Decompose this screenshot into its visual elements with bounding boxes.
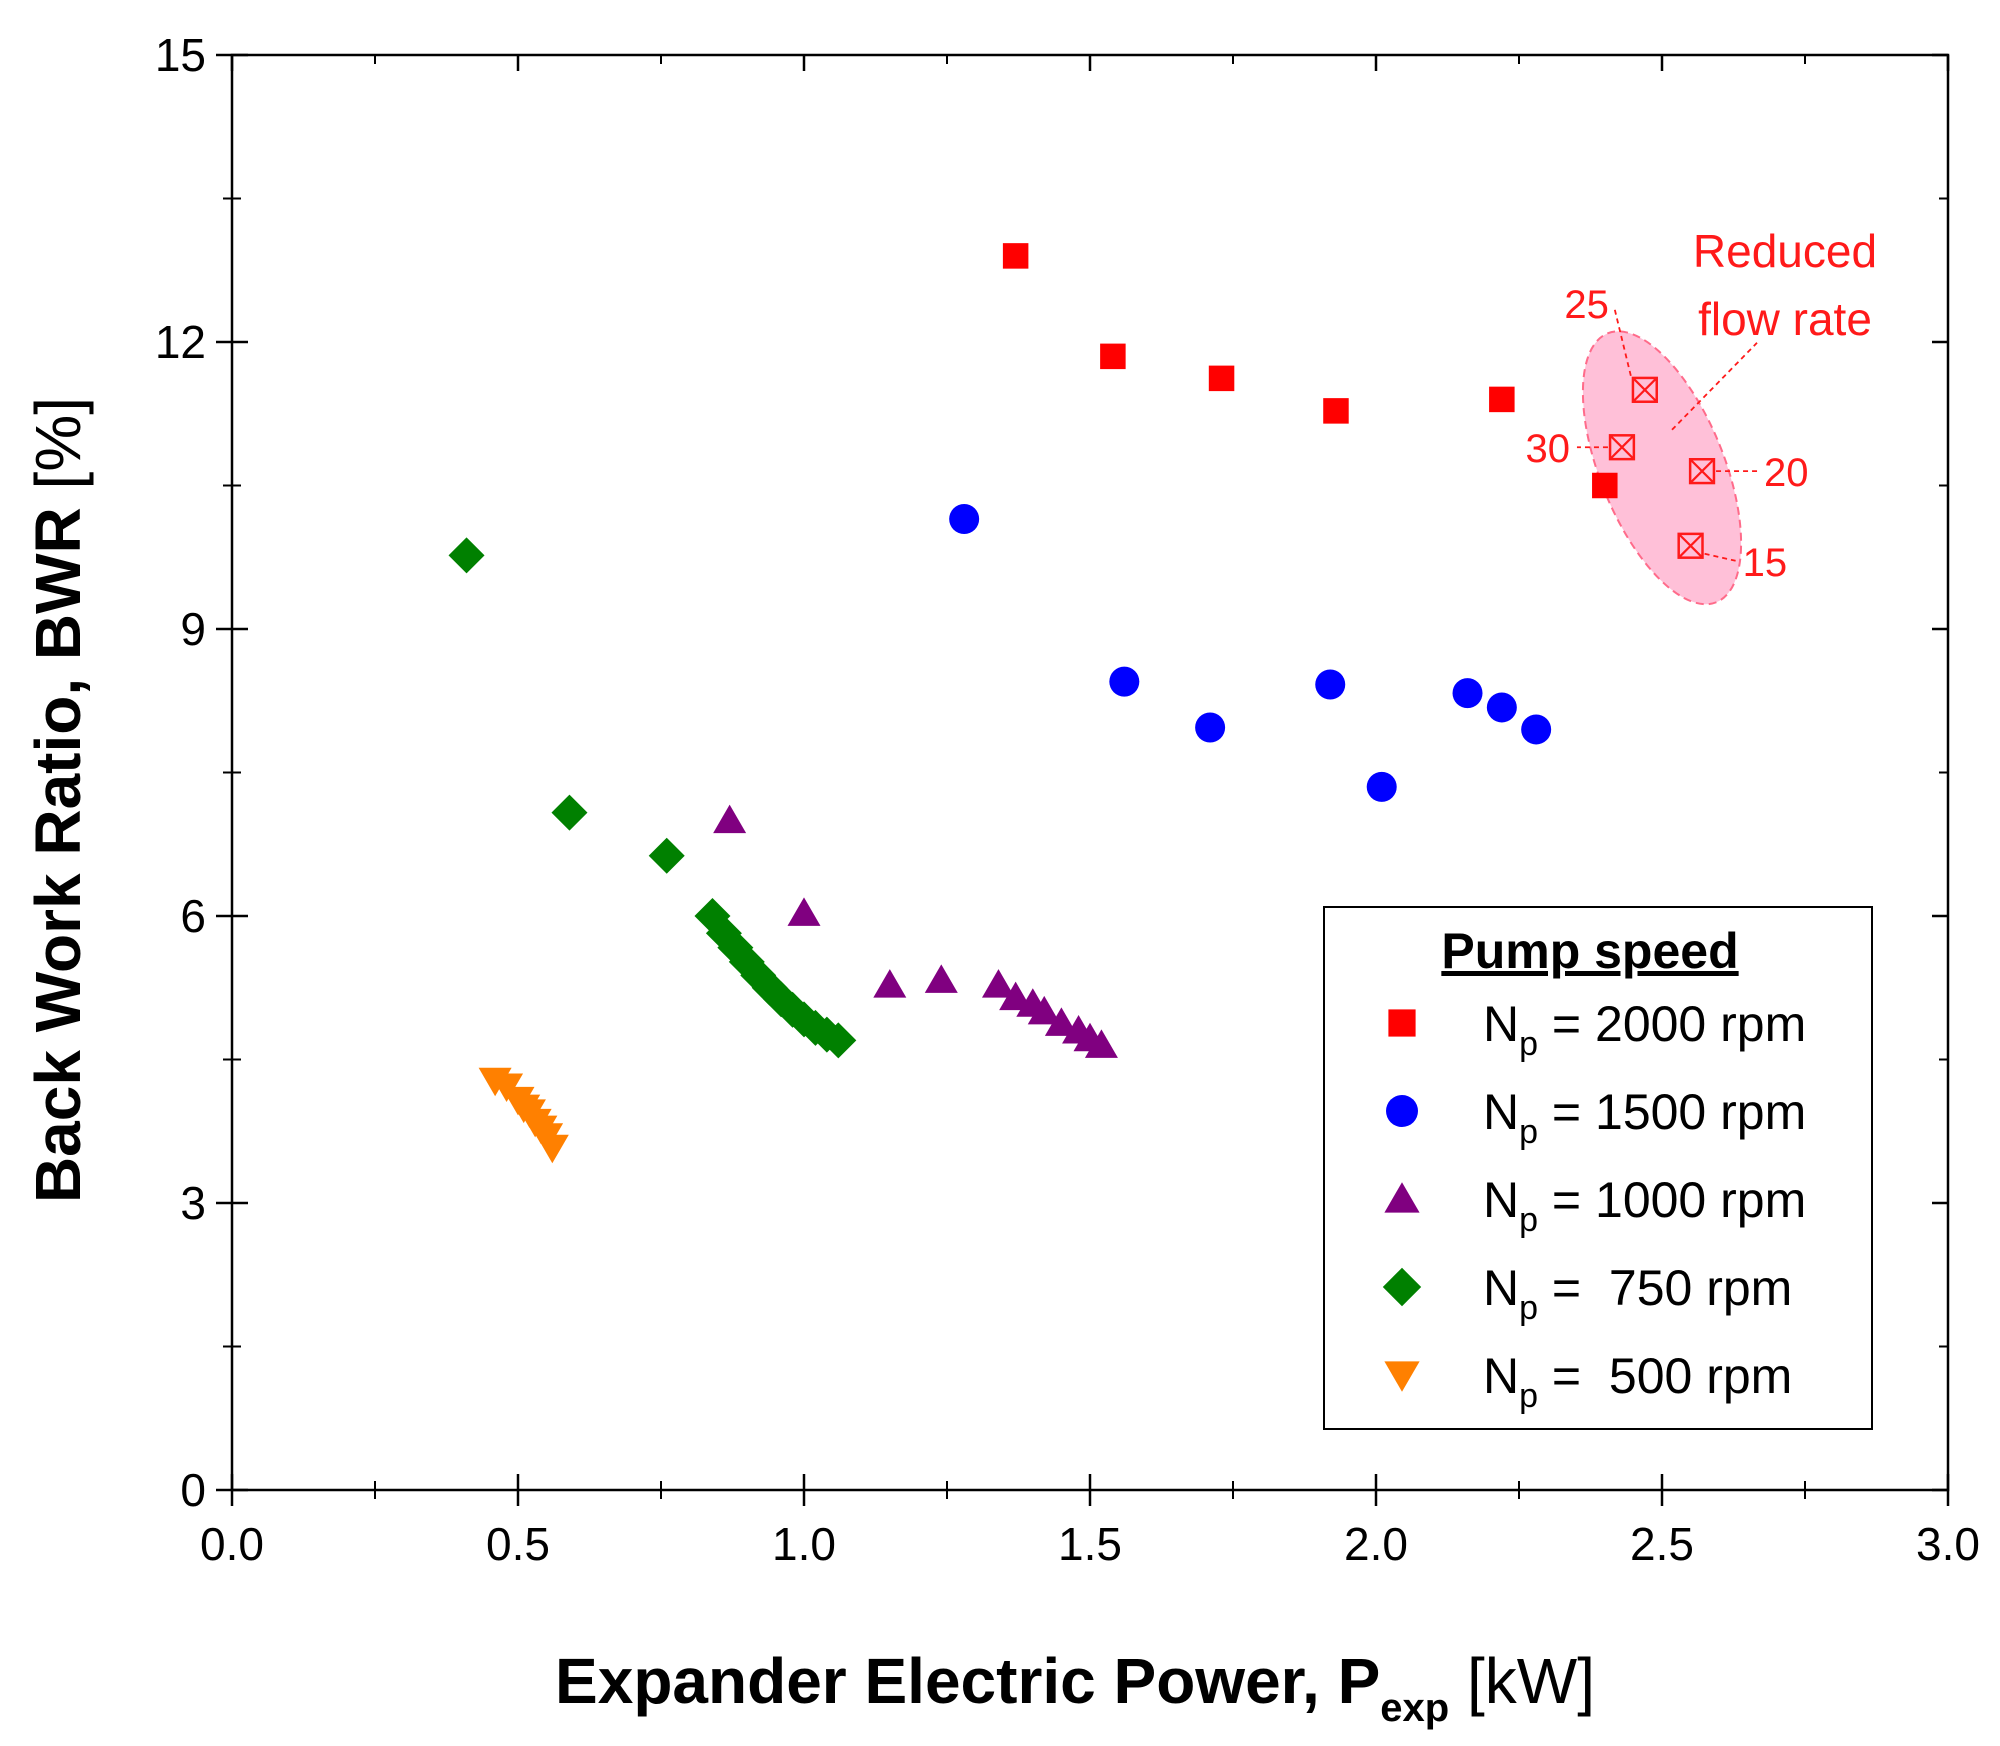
data-point <box>1688 458 1716 485</box>
reduced-flow-ellipse <box>1581 330 1743 606</box>
data-point <box>1315 669 1346 700</box>
data-point <box>924 964 958 993</box>
region-label-line2: flow rate <box>1698 293 1872 345</box>
legend-entry: Np = 1000 rpm <box>1384 1172 1806 1239</box>
data-point <box>820 1022 857 1059</box>
data-point <box>648 837 685 874</box>
x-tick-label: 1.5 <box>1058 1518 1122 1570</box>
legend-entry: Np = 750 rpm <box>1382 1260 1792 1327</box>
y-tick-label: 3 <box>180 1177 206 1229</box>
data-point <box>1608 434 1636 461</box>
x-axis-ticks: 0.0 0.5 1.0 1.5 2.0 2.5 3.0 <box>200 55 1980 1570</box>
legend-entry: Np = 500 rpm <box>1384 1348 1792 1415</box>
data-point <box>1027 995 1061 1025</box>
data-point <box>1366 771 1397 802</box>
x-tick-label: 0.5 <box>486 1518 550 1570</box>
data-point <box>1631 376 1658 403</box>
y-tick-label: 0 <box>180 1464 206 1516</box>
data-point <box>1677 532 1704 559</box>
point-label: 25 <box>1564 283 1609 327</box>
series-square <box>1002 243 1618 499</box>
point-label-leader <box>1613 309 1632 377</box>
data-point <box>949 503 980 534</box>
point-label: 15 <box>1743 541 1788 585</box>
series-triangle-up <box>713 804 1118 1058</box>
data-point <box>981 969 1015 998</box>
annotations: 25 30 20 15 Reduced flow rate <box>1525 225 1877 585</box>
series-triangle-down <box>478 1067 569 1164</box>
data-point <box>1100 343 1126 370</box>
region-label-leader <box>1671 342 1758 431</box>
y-tick-label: 6 <box>180 890 206 942</box>
data-point <box>1323 398 1349 424</box>
data-point <box>1208 365 1235 392</box>
data-point <box>1452 678 1483 709</box>
legend-title: Pump speed <box>1441 923 1738 979</box>
legend: Pump speed Np = 2000 rpm Np = 1500 rpm Np … <box>1323 906 1873 1430</box>
legend-marker <box>1388 1009 1416 1037</box>
legend-label: Np = 750 rpm <box>1483 1260 1792 1327</box>
data-point <box>535 1134 569 1164</box>
y-tick-label: 15 <box>155 29 206 81</box>
data-point <box>1084 1029 1118 1058</box>
legend-marker <box>1382 1267 1422 1307</box>
data-point <box>1592 472 1618 499</box>
data-point <box>551 794 588 831</box>
reduced-flow-region <box>1581 330 1743 606</box>
data-point <box>1521 714 1552 745</box>
data-point <box>1195 712 1226 743</box>
x-tick-label: 3.0 <box>1916 1518 1980 1570</box>
point-label: 30 <box>1525 427 1570 471</box>
legend-marker <box>1384 1361 1420 1392</box>
region-label-line1: Reduced <box>1693 225 1877 277</box>
y-axis-title: Back Work Ratio, BWR [%] <box>22 397 94 1203</box>
data-point <box>1044 1007 1078 1036</box>
y-axis-ticks: 0 3 6 9 12 15 <box>155 29 1948 1516</box>
series-square-crossed <box>1608 376 1716 559</box>
x-tick-label: 2.5 <box>1630 1518 1694 1570</box>
series-diamond <box>448 537 857 1059</box>
legend-entry: Np = 1500 rpm <box>1386 1084 1806 1151</box>
data-point <box>873 969 907 998</box>
data-point <box>448 537 485 574</box>
series-circle <box>949 503 1552 802</box>
x-axis-title: Expander Electric Power, Pexp [kW] <box>555 1645 1595 1730</box>
point-label: 20 <box>1764 451 1809 495</box>
legend-marker <box>1386 1095 1418 1127</box>
legend-label: Np = 1000 rpm <box>1483 1172 1806 1239</box>
y-tick-label: 9 <box>180 603 206 655</box>
data-point <box>1002 243 1029 269</box>
data-point <box>999 981 1033 1011</box>
data-point <box>1486 692 1517 723</box>
legend-box <box>1323 906 1873 1430</box>
x-tick-label: 1.0 <box>772 1518 836 1570</box>
x-tick-label: 2.0 <box>1344 1518 1408 1570</box>
data-series <box>448 243 1716 1164</box>
legend-marker <box>1384 1182 1420 1213</box>
legend-label: Np = 500 rpm <box>1483 1348 1792 1415</box>
legend-entry: Np = 2000 rpm <box>1388 996 1806 1063</box>
x-tick-label: 0.0 <box>200 1518 264 1570</box>
data-point <box>787 897 821 926</box>
data-point <box>1109 666 1140 697</box>
data-point <box>713 804 747 834</box>
legend-label: Np = 2000 rpm <box>1483 996 1806 1063</box>
y-tick-label: 12 <box>155 316 206 368</box>
legend-label: Np = 1500 rpm <box>1483 1084 1806 1151</box>
data-point <box>1489 386 1515 413</box>
